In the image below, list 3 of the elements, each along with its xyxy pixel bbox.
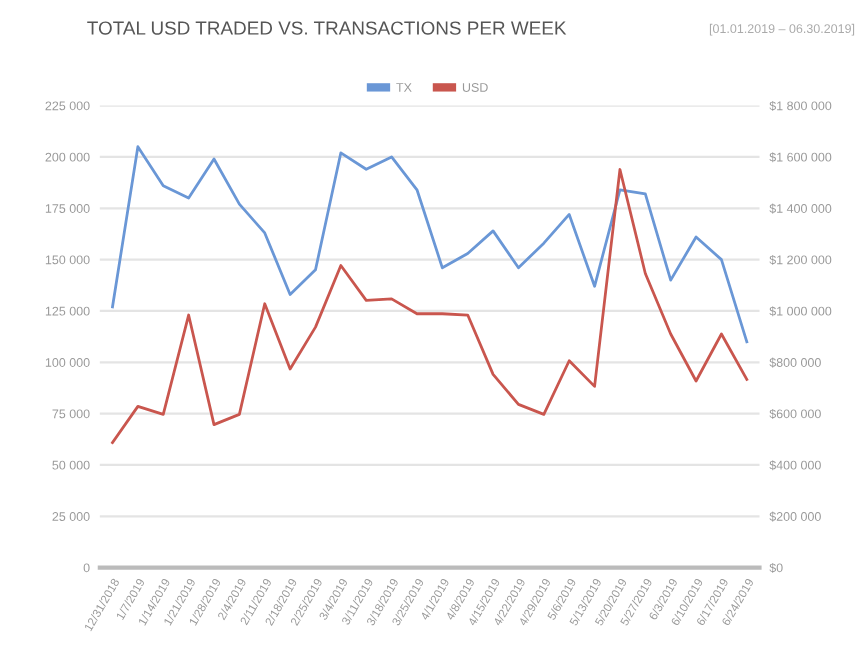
line-series (111, 168, 749, 444)
line-series (111, 145, 749, 344)
chart-title: TOTAL USD TRADED VS. TRANSACTIONS PER WEEK (87, 21, 567, 35)
